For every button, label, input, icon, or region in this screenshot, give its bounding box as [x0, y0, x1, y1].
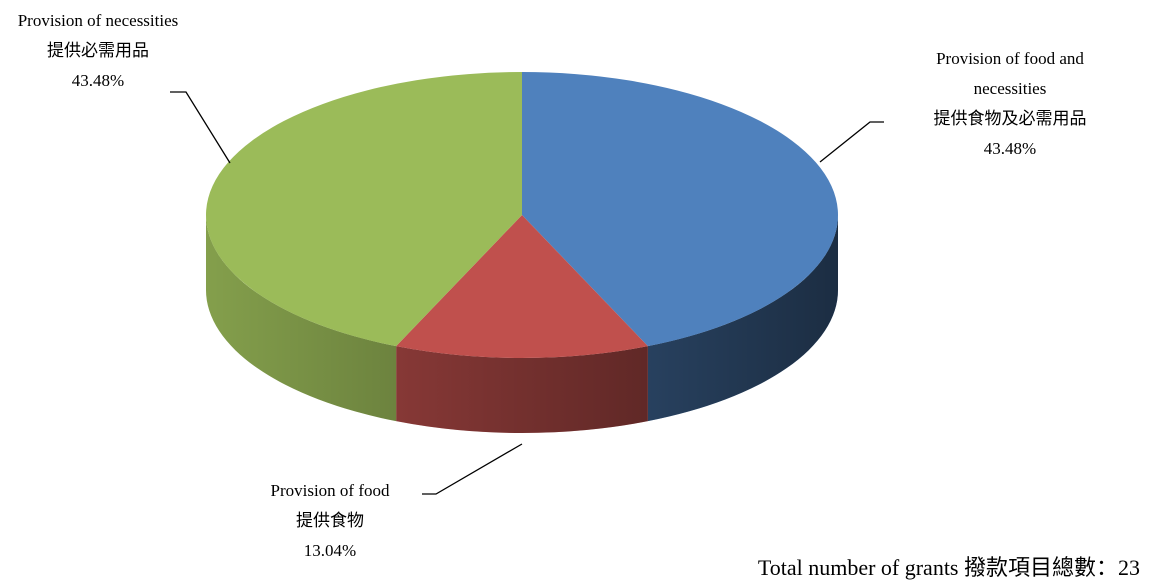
category-label: Provision of necessities: [18, 11, 179, 30]
leader-line: [170, 91, 231, 164]
category-label: 提供必需用品: [47, 41, 149, 60]
category-label: Provision of food and: [936, 49, 1084, 68]
category-label: necessities: [974, 79, 1047, 98]
slice-side-shade: [206, 215, 397, 422]
value-label: 43.48%: [72, 71, 124, 90]
category-label: 提供食物及必需用品: [934, 109, 1087, 128]
value-label: 13.04%: [304, 541, 356, 560]
slice: [522, 72, 838, 347]
slice: [396, 215, 648, 358]
annotation: Total number of grants 撥款項目總數：23: [758, 555, 1140, 580]
category-label: 提供食物: [296, 511, 364, 530]
value-label: 43.48%: [984, 139, 1036, 158]
leader-line: [819, 121, 884, 163]
slice-side-shade: [647, 215, 838, 422]
slice-side-shade: [396, 346, 648, 434]
slice: [205, 72, 522, 347]
category-label: Provision of food: [271, 481, 391, 500]
leader-line: [422, 443, 523, 495]
